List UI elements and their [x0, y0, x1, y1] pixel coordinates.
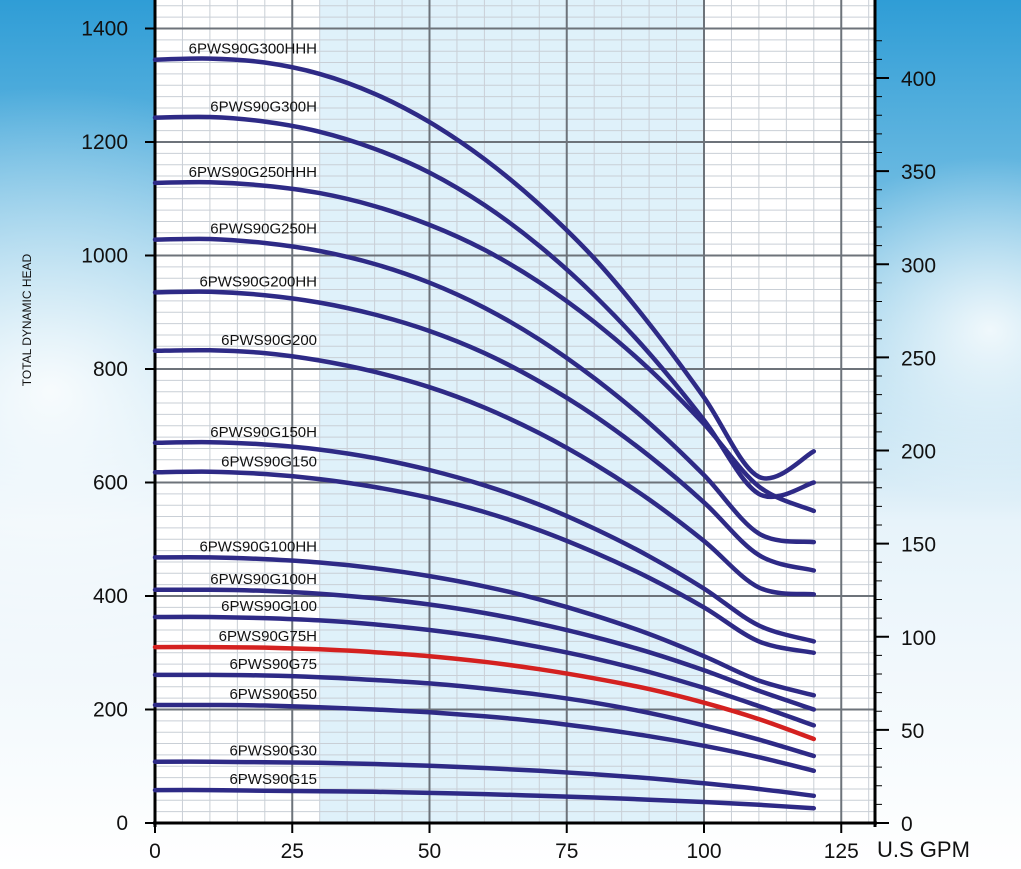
- y2-tick-label: 400: [901, 68, 936, 91]
- series-line: [152, 56, 817, 481]
- series-line: [152, 759, 817, 799]
- series-label: 6PWS90G200: [221, 332, 317, 349]
- x-tick-label: 50: [418, 840, 441, 863]
- series-line: [152, 644, 817, 742]
- x-tick-label: 100: [686, 840, 721, 863]
- curve-labels: 6PWS90G300HHH 6PWS90G300H 6PWS90G250HHH 6PW…: [189, 41, 317, 788]
- series-label: 6PWS90G300H: [210, 99, 317, 116]
- y2-tick-label: 200: [901, 441, 936, 464]
- y2-tick-label: 150: [901, 534, 936, 557]
- series-line: [152, 587, 817, 712]
- series-line: [152, 702, 817, 774]
- series-label: 6PWS90G250H: [210, 221, 317, 238]
- series-line: [152, 289, 817, 573]
- x-tick-label: 25: [281, 840, 304, 863]
- x-tick-label: 125: [824, 840, 859, 863]
- y2-tick-label: 100: [901, 627, 936, 650]
- series-label: 6PWS90G200HH: [199, 273, 317, 290]
- series-line: [152, 614, 817, 728]
- x-axis-unit-label: U.S GPM: [877, 837, 970, 862]
- series-label: 6PWS90G100HH: [199, 538, 317, 555]
- series-label: 6PWS90G75H: [219, 628, 317, 645]
- y-tick-label: 600: [93, 472, 128, 495]
- y-tick-label: 400: [93, 585, 128, 608]
- series-label: 6PWS90G150: [221, 453, 317, 470]
- y2-tick-label: 300: [901, 254, 936, 277]
- y2-tick-label: 250: [901, 347, 936, 370]
- series-label: 6PWS90G150H: [210, 424, 317, 441]
- curves: [152, 56, 817, 811]
- y-tick-label: 1200: [81, 131, 128, 154]
- series-line: [152, 672, 817, 759]
- series-line: [152, 787, 817, 811]
- series-line: [152, 555, 817, 698]
- series-line: [152, 469, 817, 656]
- series-label: 6PWS90G100: [221, 598, 317, 615]
- axes: [145, 0, 889, 833]
- y-tick-label: 800: [93, 358, 128, 381]
- series-label: 6PWS90G30: [229, 743, 317, 760]
- y-tick-label: 1400: [81, 18, 128, 41]
- y-tick-label: 0: [116, 812, 128, 835]
- y2-tick-label: 350: [901, 161, 936, 184]
- y2-tick-label: 0: [901, 813, 913, 836]
- tick-labels: 0 200 400 600 800 1000 1200 1400 0 25 50 75 100 125 0 5…: [81, 18, 936, 864]
- x-tick-label: 75: [555, 840, 578, 863]
- x-tick-label: 0: [149, 840, 161, 863]
- series-label: 6PWS90G15: [229, 771, 317, 788]
- series-line: [152, 236, 817, 545]
- series-line: [152, 347, 817, 597]
- series-label: 6PWS90G300HHH: [189, 41, 317, 58]
- series-label: 6PWS90G100H: [210, 571, 317, 588]
- y-tick-label: 1000: [81, 245, 128, 268]
- series-line: [152, 439, 817, 644]
- series-line: [152, 179, 817, 514]
- y-tick-label: 200: [93, 699, 128, 722]
- series-label: 6PWS90G250HHH: [189, 164, 317, 181]
- series-label: 6PWS90G75: [229, 656, 317, 673]
- y-axis-title: TOTAL DYNAMIC HEAD: [20, 253, 34, 386]
- y2-tick-label: 50: [901, 720, 924, 743]
- series-label: 6PWS90G50: [229, 686, 317, 703]
